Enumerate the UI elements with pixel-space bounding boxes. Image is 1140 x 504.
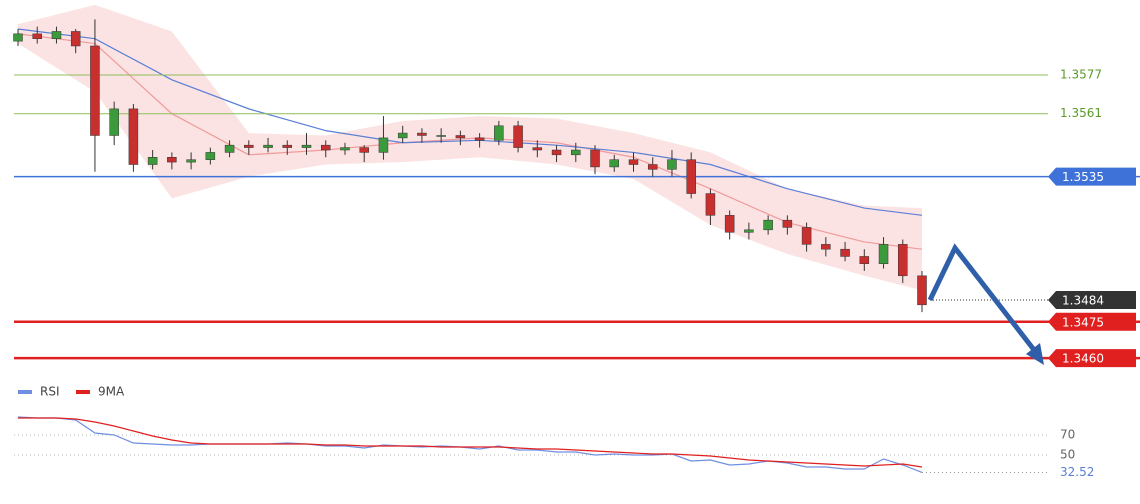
candle-body (359, 147, 369, 153)
candle-body (109, 108, 119, 136)
candle-body (513, 125, 523, 148)
candle-body (244, 144, 254, 148)
rsi-tick-label: 50 (1060, 448, 1075, 462)
level-label: 1.3460 (1062, 352, 1104, 366)
candle-body (724, 215, 735, 233)
candle-body (167, 157, 177, 163)
candle-body (782, 219, 793, 228)
forecast-arrow (927, 243, 1040, 357)
levels-layer: 1.3577 1.3561 1.3535 1.3484 1.3475 1.3460 (14, 68, 1140, 368)
candle-body (647, 164, 658, 170)
candle-body (532, 147, 543, 151)
candle-body (571, 149, 581, 156)
rsi-last-label: 32.52 (1060, 465, 1094, 479)
candle-body (609, 159, 620, 168)
candle-body (474, 137, 485, 141)
level-label: 1.3535 (1062, 170, 1104, 184)
candle-body (667, 159, 677, 170)
candle-body (224, 144, 235, 153)
candle-body (859, 256, 870, 264)
rsi-layer: 70 50 RSI 9MA 32.52 (14, 385, 1094, 479)
candle-body (417, 132, 427, 136)
candle-body (147, 157, 158, 165)
candle-body (590, 149, 600, 168)
candle-body (628, 159, 639, 165)
candle-body (13, 33, 23, 42)
level-badge (1048, 291, 1136, 309)
candle-body (898, 244, 908, 277)
candle-body (205, 152, 216, 160)
level-badge (1048, 312, 1136, 331)
candle-body (436, 135, 446, 137)
candle-body (378, 137, 389, 153)
candle-body (320, 144, 331, 151)
candle-body (340, 147, 350, 151)
candle-body (301, 144, 312, 148)
candle-body (455, 135, 466, 139)
candle-body (128, 108, 139, 165)
candle-body (878, 244, 889, 264)
level-badge (1048, 349, 1136, 368)
candle-body (32, 33, 42, 39)
candle-body (840, 248, 850, 257)
candle-body (494, 125, 504, 141)
bollinger-band (18, 4, 922, 291)
rsi-line (18, 417, 923, 468)
candle-body (705, 193, 716, 216)
candle-body (51, 31, 62, 39)
candle-body (70, 31, 81, 47)
candle-body (282, 144, 293, 148)
arrow-head (1026, 343, 1044, 365)
level-label: 1.3577 (1060, 68, 1102, 82)
candles-layer (13, 19, 927, 313)
legend-label: 9MA (98, 385, 125, 399)
level-label: 1.3561 (1060, 106, 1102, 120)
candle-body (551, 149, 562, 156)
candle-body (90, 45, 100, 136)
level-label: 1.3484 (1062, 294, 1104, 308)
candle-body (186, 159, 196, 163)
legend-label: RSI (40, 385, 60, 399)
candle-body (263, 144, 273, 148)
candle-body (744, 229, 754, 233)
candle-body (821, 244, 831, 250)
candle-body (397, 132, 408, 139)
candle-body (917, 275, 927, 306)
candle-body (801, 227, 812, 245)
candle-body (686, 159, 696, 194)
level-label: 1.3475 (1062, 315, 1104, 329)
rsi-tick-label: 70 (1060, 428, 1075, 442)
level-badge (1048, 167, 1136, 186)
candle-body (763, 219, 773, 231)
